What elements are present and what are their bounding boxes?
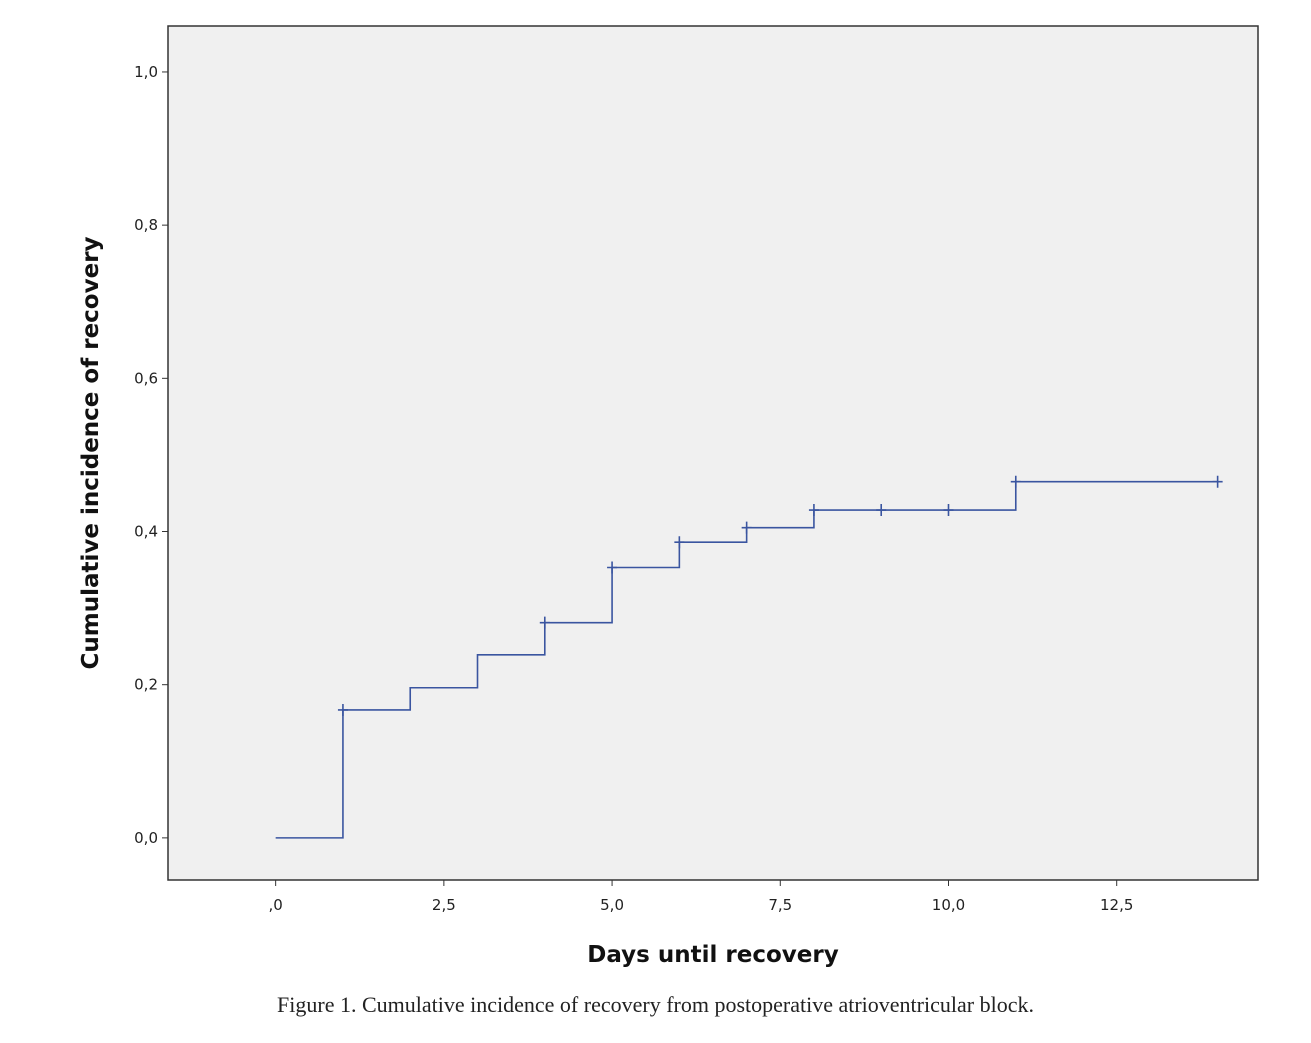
censor-mark — [1010, 475, 1021, 488]
y-tick-label: 1,0 — [134, 63, 158, 81]
plot-area — [167, 25, 1259, 881]
censor-mark — [539, 616, 550, 629]
censor-mark — [943, 504, 954, 517]
chart: 0,0 0,2 0,4 0,6 0,8 1,0 ,0 2,5 5,0 7,5 10,0 12,5 D… — [78, 25, 1259, 968]
y-tick-label: 0,0 — [134, 829, 158, 847]
x-tick-label: 7,5 — [768, 896, 792, 914]
censor-mark — [1212, 475, 1223, 488]
censor-mark — [876, 504, 887, 517]
x-tick-label: 2,5 — [432, 896, 456, 914]
y-tick-label: 0,4 — [134, 523, 158, 541]
y-axis-title: Cumulative incidence of recovery — [78, 236, 104, 669]
x-tick-label: 10,0 — [932, 896, 965, 914]
y-tick-label: 0,6 — [134, 369, 158, 387]
x-tick-label: 5,0 — [600, 896, 624, 914]
censor-mark — [808, 504, 819, 517]
censor-mark — [674, 536, 685, 549]
y-tick-label: 0,8 — [134, 216, 158, 234]
figure-caption: Figure 1. Cumulative incidence of recove… — [277, 992, 1034, 1017]
x-tick-label: ,0 — [268, 896, 282, 914]
censor-mark — [741, 521, 752, 534]
censor-mark — [607, 561, 618, 574]
censor-marks — [337, 475, 1223, 716]
x-tick-label: 12,5 — [1100, 896, 1133, 914]
x-axis: ,0 2,5 5,0 7,5 10,0 12,5 — [268, 880, 1133, 914]
y-axis: 0,0 0,2 0,4 0,6 0,8 1,0 — [134, 63, 168, 847]
x-axis-title: Days until recovery — [587, 942, 838, 968]
y-tick-label: 0,2 — [134, 676, 158, 694]
censor-mark — [337, 703, 348, 716]
